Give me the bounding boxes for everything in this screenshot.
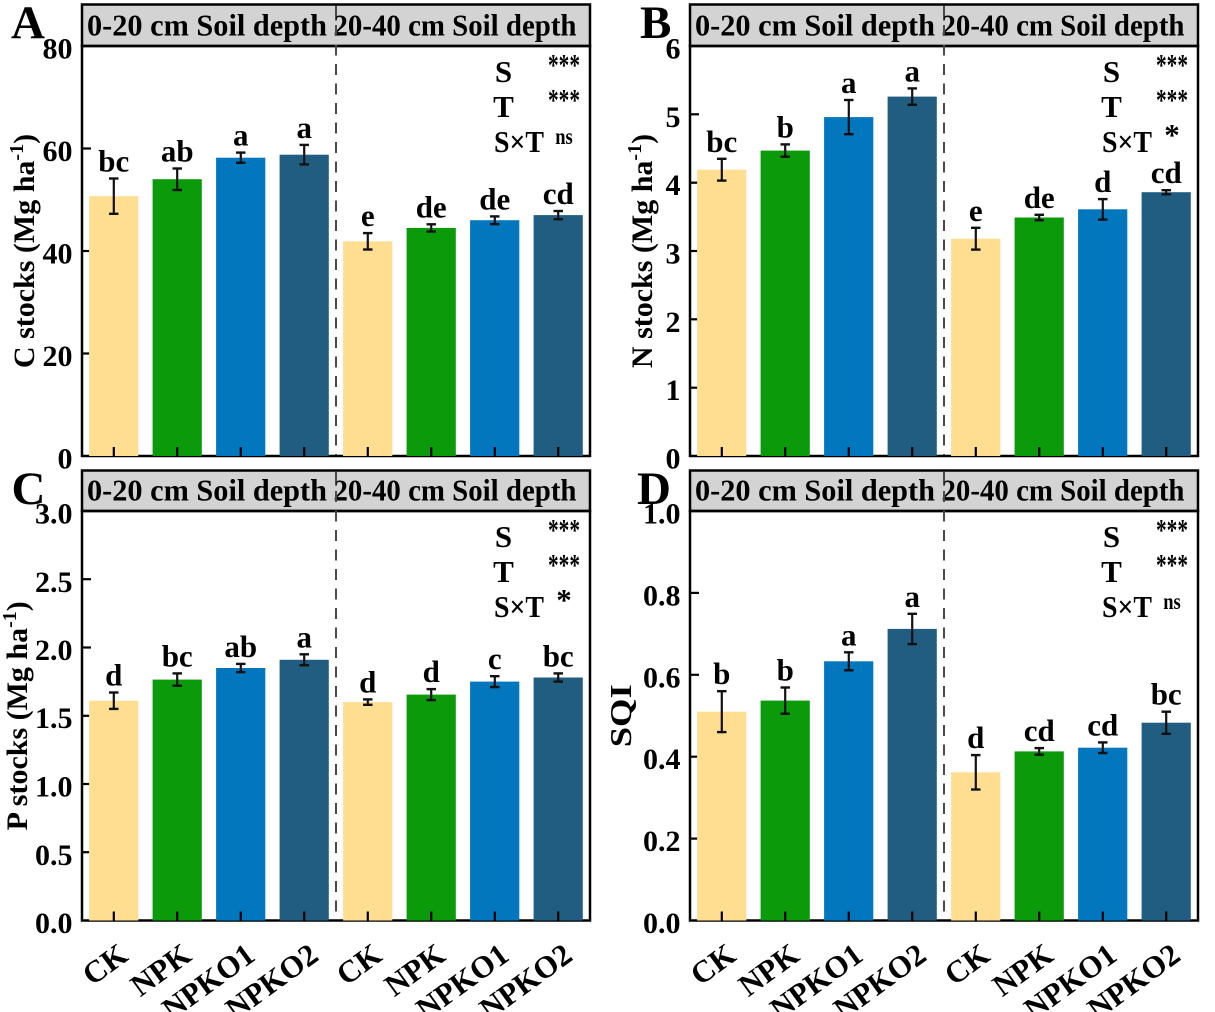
- svg-text:d: d: [1094, 164, 1111, 199]
- svg-text:bc: bc: [98, 144, 129, 179]
- svg-text:0.8: 0.8: [643, 579, 681, 612]
- svg-text:S×T: S×T: [1102, 589, 1152, 624]
- svg-text:2.0: 2.0: [35, 634, 73, 667]
- svg-text:d: d: [359, 664, 376, 699]
- svg-text:0-20 cm Soil depth: 0-20 cm Soil depth: [87, 8, 327, 43]
- svg-text:***: ***: [1156, 512, 1188, 547]
- svg-text:0.0: 0.0: [35, 907, 73, 940]
- svg-text:bc: bc: [1151, 677, 1182, 712]
- svg-text:80: 80: [43, 33, 73, 66]
- svg-text:0-20 cm Soil depth: 0-20 cm Soil depth: [695, 8, 935, 43]
- svg-text:cd: cd: [1024, 713, 1055, 748]
- svg-text:***: ***: [1156, 47, 1188, 82]
- svg-text:de: de: [416, 189, 447, 224]
- svg-text:20-40 cm Soil depth: 20-40 cm Soil depth: [334, 473, 577, 508]
- svg-text:0: 0: [666, 443, 681, 476]
- svg-text:de: de: [479, 181, 510, 216]
- svg-text:S: S: [1103, 54, 1120, 89]
- svg-text:cd: cd: [1151, 155, 1182, 190]
- svg-text:1.0: 1.0: [643, 498, 681, 531]
- svg-text:***: ***: [1156, 547, 1188, 582]
- svg-text:0.0: 0.0: [643, 907, 681, 940]
- svg-text:cd: cd: [543, 176, 574, 211]
- svg-text:0: 0: [58, 443, 73, 476]
- svg-text:S×T: S×T: [1102, 124, 1152, 159]
- svg-text:T: T: [493, 554, 514, 589]
- svg-text:S×T: S×T: [494, 589, 544, 624]
- svg-text:d: d: [423, 654, 440, 689]
- svg-text:0.4: 0.4: [643, 743, 681, 776]
- svg-text:b: b: [777, 653, 794, 688]
- svg-text:B: B: [640, 0, 671, 49]
- svg-text:T: T: [1101, 554, 1122, 589]
- svg-text:d: d: [967, 720, 984, 755]
- svg-text:b: b: [777, 109, 794, 144]
- svg-text:0-20 cm Soil depth: 0-20 cm Soil depth: [695, 473, 935, 508]
- svg-text:***: ***: [548, 82, 580, 117]
- svg-text:de: de: [1024, 180, 1055, 215]
- svg-text:a: a: [296, 619, 312, 654]
- svg-text:0.6: 0.6: [643, 661, 681, 694]
- svg-text:S×T: S×T: [494, 124, 544, 159]
- svg-text:1: 1: [666, 374, 681, 407]
- svg-text:3: 3: [666, 238, 681, 271]
- svg-text:0.2: 0.2: [643, 825, 681, 858]
- svg-text:*: *: [1164, 117, 1180, 152]
- svg-text:20-40 cm Soil depth: 20-40 cm Soil depth: [942, 8, 1185, 43]
- svg-text:N stocks (Mg ha-1): N stocks (Mg ha-1): [624, 134, 659, 368]
- svg-text:20-40 cm Soil depth: 20-40 cm Soil depth: [942, 473, 1185, 508]
- svg-text:ab: ab: [224, 629, 257, 664]
- svg-text:40: 40: [43, 238, 73, 271]
- svg-text:C stocks (Mg ha-1): C stocks (Mg ha-1): [6, 134, 41, 368]
- svg-text:a: a: [904, 53, 920, 88]
- svg-text:P stocks (Mg ha-1): P stocks (Mg ha-1): [0, 601, 34, 830]
- svg-text:bc: bc: [162, 638, 193, 673]
- svg-text:a: a: [841, 617, 857, 652]
- svg-text:a: a: [904, 579, 920, 614]
- svg-text:60: 60: [43, 135, 73, 168]
- svg-text:b: b: [713, 656, 730, 691]
- svg-text:c: c: [488, 641, 502, 676]
- svg-text:T: T: [1101, 89, 1122, 124]
- svg-text:a: a: [841, 65, 857, 100]
- svg-text:***: ***: [1156, 82, 1188, 117]
- svg-text:bc: bc: [706, 124, 737, 159]
- svg-text:20: 20: [43, 340, 73, 373]
- svg-text:T: T: [493, 89, 514, 124]
- svg-text:d: d: [105, 658, 122, 693]
- svg-text:ab: ab: [161, 134, 194, 169]
- svg-text:***: ***: [548, 512, 580, 547]
- svg-text:ns: ns: [1163, 589, 1181, 614]
- svg-text:1.0: 1.0: [35, 771, 73, 804]
- svg-text:6: 6: [666, 33, 681, 66]
- svg-text:***: ***: [548, 547, 580, 582]
- svg-text:bc: bc: [543, 638, 574, 673]
- svg-text:1.5: 1.5: [35, 702, 73, 735]
- svg-text:C: C: [12, 463, 46, 515]
- svg-text:e: e: [361, 198, 375, 233]
- svg-text:3.0: 3.0: [35, 498, 73, 531]
- svg-text:a: a: [233, 118, 249, 153]
- svg-text:S: S: [495, 54, 512, 89]
- svg-text:***: ***: [548, 47, 580, 82]
- svg-text:20-40 cm Soil depth: 20-40 cm Soil depth: [334, 8, 577, 43]
- svg-text:2: 2: [666, 306, 681, 339]
- svg-text:ns: ns: [555, 124, 573, 149]
- svg-text:cd: cd: [1087, 707, 1118, 742]
- svg-text:SQI: SQI: [603, 684, 638, 747]
- svg-text:S: S: [495, 519, 512, 554]
- svg-text:0.5: 0.5: [35, 839, 73, 872]
- svg-text:a: a: [296, 110, 312, 145]
- svg-text:0-20 cm Soil depth: 0-20 cm Soil depth: [87, 473, 327, 508]
- svg-text:e: e: [969, 193, 983, 228]
- svg-text:2.5: 2.5: [35, 566, 73, 599]
- svg-text:5: 5: [666, 101, 681, 134]
- svg-text:4: 4: [666, 169, 681, 202]
- svg-text:A: A: [11, 0, 45, 49]
- svg-text:D: D: [637, 463, 671, 515]
- svg-text:*: *: [556, 582, 572, 617]
- svg-text:S: S: [1103, 519, 1120, 554]
